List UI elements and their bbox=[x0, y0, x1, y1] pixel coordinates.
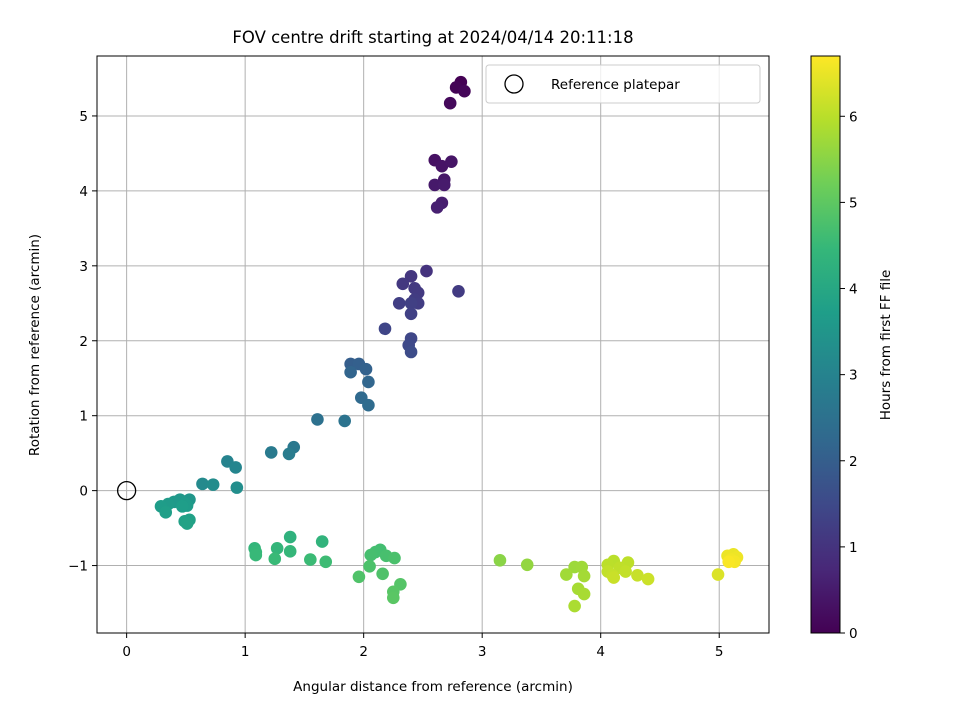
data-point bbox=[631, 569, 644, 582]
data-point bbox=[404, 270, 418, 283]
data-point bbox=[315, 535, 329, 548]
data-point bbox=[520, 558, 534, 572]
x-tick-label: 3 bbox=[478, 644, 487, 660]
data-point bbox=[378, 322, 392, 336]
y-tick-label: 0 bbox=[79, 484, 88, 500]
colorbar-tick-label: 1 bbox=[849, 540, 858, 556]
data-point bbox=[386, 591, 400, 605]
data-point bbox=[435, 159, 449, 173]
x-tick-label: 5 bbox=[715, 644, 724, 660]
data-point bbox=[619, 565, 632, 578]
reference-point bbox=[116, 480, 137, 501]
colorbar-tick-label: 6 bbox=[849, 109, 858, 125]
data-point bbox=[404, 345, 418, 359]
data-point bbox=[404, 307, 418, 321]
data-point bbox=[264, 446, 278, 459]
colorbar-tick-label: 4 bbox=[849, 282, 858, 298]
x-axis-label: Angular distance from reference (arcmin) bbox=[293, 679, 573, 695]
data-point bbox=[443, 96, 457, 110]
data-point bbox=[363, 560, 376, 573]
data-point bbox=[304, 553, 317, 566]
reference-point-group bbox=[116, 480, 137, 501]
grid bbox=[97, 56, 769, 633]
y-tick-label: 2 bbox=[79, 334, 88, 350]
data-point bbox=[283, 530, 297, 544]
data-point bbox=[283, 545, 297, 558]
data-point bbox=[362, 375, 375, 389]
data-point bbox=[344, 365, 357, 379]
data-point bbox=[392, 296, 406, 310]
x-axis-ticks: 0 1 2 3 4 5 bbox=[122, 633, 724, 660]
data-point bbox=[159, 506, 173, 519]
x-tick-label: 4 bbox=[596, 644, 605, 660]
y-tick-label: 4 bbox=[79, 184, 88, 200]
colorbar-tick-label: 3 bbox=[849, 368, 858, 384]
colorbar-label: Hours from first FF file bbox=[878, 270, 894, 421]
colorbar-ticks: 0 1 2 3 4 5 6 bbox=[840, 109, 858, 642]
data-point bbox=[577, 569, 591, 583]
data-point bbox=[420, 264, 433, 278]
data-points bbox=[154, 75, 744, 613]
data-point bbox=[722, 555, 736, 569]
data-point bbox=[568, 599, 581, 613]
data-point bbox=[249, 548, 263, 562]
data-point bbox=[452, 284, 465, 298]
legend: Reference platepar bbox=[485, 64, 761, 104]
colorbar: 0 1 2 3 4 5 6 Hours from first FF file bbox=[810, 55, 894, 642]
data-point bbox=[230, 481, 244, 494]
y-tick-label: 5 bbox=[79, 109, 88, 125]
data-point bbox=[493, 554, 507, 567]
colorbar-tick-label: 2 bbox=[849, 454, 858, 470]
data-point bbox=[282, 447, 296, 461]
x-tick-label: 2 bbox=[359, 644, 368, 660]
data-point bbox=[196, 477, 209, 491]
data-point bbox=[270, 542, 284, 555]
legend-label-reference: Reference platepar bbox=[551, 77, 680, 93]
data-point bbox=[396, 277, 410, 291]
colorbar-frame bbox=[810, 55, 841, 634]
data-point bbox=[641, 572, 655, 586]
y-tick-label: −1 bbox=[68, 559, 88, 575]
chart-title: FOV centre drift starting at 2024/04/14 … bbox=[232, 28, 633, 47]
data-point bbox=[560, 568, 573, 581]
y-tick-label: 3 bbox=[79, 259, 88, 275]
data-point bbox=[319, 555, 333, 569]
y-axis-label: Rotation from reference (arcmin) bbox=[27, 234, 43, 456]
data-point bbox=[311, 413, 324, 426]
data-point bbox=[268, 552, 282, 566]
legend-box bbox=[485, 64, 761, 104]
data-point bbox=[607, 571, 621, 584]
data-point bbox=[176, 500, 189, 513]
colorbar-tick-label: 5 bbox=[849, 195, 858, 211]
data-point bbox=[437, 178, 451, 192]
data-point bbox=[229, 461, 242, 474]
data-point bbox=[206, 478, 220, 491]
x-tick-label: 1 bbox=[241, 644, 250, 660]
plot-area-frame bbox=[96, 55, 770, 634]
data-point bbox=[577, 587, 591, 601]
x-tick-label: 0 bbox=[122, 644, 131, 660]
y-axis-ticks: −1 0 1 2 3 4 5 bbox=[68, 109, 97, 575]
data-point bbox=[428, 178, 442, 192]
data-point bbox=[404, 296, 418, 310]
data-point bbox=[445, 155, 458, 168]
data-point bbox=[359, 362, 373, 376]
legend-marker-reference bbox=[504, 74, 524, 94]
data-point bbox=[711, 568, 725, 581]
data-point bbox=[180, 517, 194, 530]
data-point bbox=[376, 567, 389, 581]
data-point bbox=[364, 548, 378, 562]
data-point bbox=[338, 414, 352, 428]
colorbar-gradient bbox=[811, 56, 840, 633]
data-point bbox=[458, 84, 471, 98]
data-point bbox=[352, 570, 366, 584]
data-point bbox=[388, 551, 401, 565]
data-point bbox=[430, 201, 444, 214]
colorbar-tick-label: 0 bbox=[849, 626, 858, 642]
y-tick-label: 1 bbox=[79, 409, 88, 425]
data-point bbox=[362, 398, 375, 412]
